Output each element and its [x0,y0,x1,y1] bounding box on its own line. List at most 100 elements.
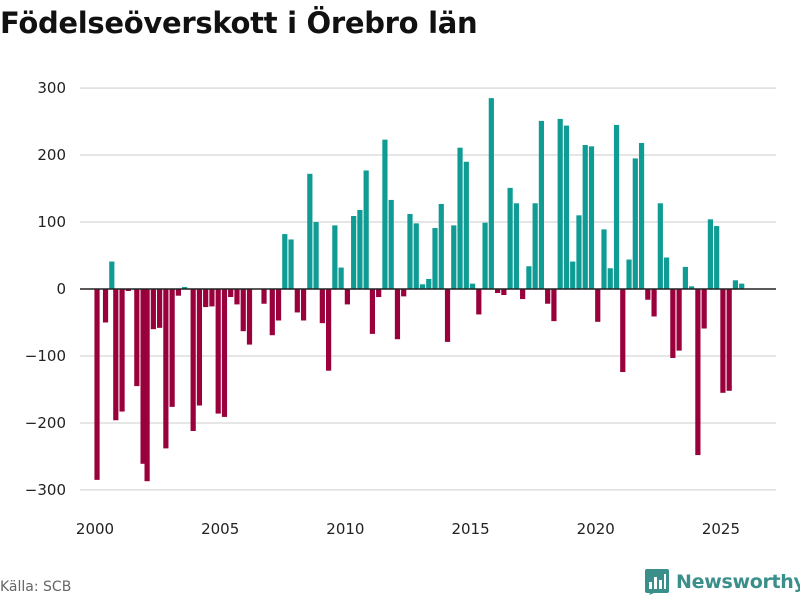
bar [645,289,651,300]
brand-name: Newsworthy [676,571,800,593]
bar [595,289,601,322]
bar [163,289,169,449]
bar [526,266,532,289]
bar [319,289,325,324]
brand-logo[interactable]: Newsworthy [645,569,800,595]
bar [394,289,401,340]
bar [275,289,282,321]
y-tick-label: −200 [25,414,66,432]
bar [532,203,538,289]
bar [720,289,726,393]
bar [739,283,745,289]
bar [313,222,319,289]
y-tick-label: 100 [37,213,66,231]
bar [140,289,146,464]
bar [432,228,438,289]
bar [601,229,607,289]
bar [401,289,407,297]
bar [545,289,551,304]
bar [588,146,595,289]
bar [714,226,720,289]
bar [376,289,382,298]
bar [638,143,645,289]
bar [632,158,638,289]
y-tick-label: 0 [56,280,66,298]
bar [513,203,519,289]
bar [326,289,332,371]
x-tick-label: 2000 [76,520,114,538]
bar [463,161,469,289]
bar [576,215,582,289]
bar [482,222,488,289]
newsworthy-chart-icon [645,569,669,595]
bar [726,289,732,391]
x-tick-label: 2010 [326,520,364,538]
bar [382,139,388,289]
bar [300,289,307,321]
bar [344,289,350,305]
bar [663,257,670,289]
bar [228,289,234,298]
bar [307,173,313,289]
bar [551,289,557,322]
bar [209,289,215,307]
bar [182,286,188,289]
bar [332,225,338,289]
bar [113,289,119,421]
bar [451,225,457,289]
bar [175,289,181,296]
bar [495,289,501,294]
bar [582,145,588,289]
bar [507,187,513,289]
bar [134,289,140,387]
bar [157,289,163,328]
bar [676,289,682,351]
bar [689,286,695,289]
bar [701,289,707,329]
bar [357,209,363,289]
chart-title: Födelseöverskott i Örebro län [0,6,478,40]
y-tick-label: 300 [37,79,66,97]
bar [282,234,288,289]
bar [246,289,253,345]
bar [670,289,676,358]
bar [419,284,426,289]
y-tick-label: −100 [25,347,66,365]
y-tick-label: 200 [37,146,66,164]
x-tick-label: 2025 [702,520,740,538]
bar [150,289,156,330]
bar [557,118,563,289]
bar [190,289,196,431]
bar [351,216,357,289]
bar [407,213,413,289]
bar [369,289,376,334]
bar [125,289,131,292]
bars [94,98,745,482]
bar [363,170,369,289]
bar [520,289,526,300]
y-axis-labels: −300 −200 −100 0 100 200 300 [25,79,66,499]
bar [657,203,663,289]
bar [620,289,626,373]
bar [488,98,494,290]
bar [707,219,714,289]
y-tick-label: −300 [25,481,66,499]
bar [102,289,109,323]
bar [732,280,739,289]
bar [221,289,228,417]
bar [501,289,507,296]
bar [413,223,419,289]
bar [269,289,275,336]
x-tick-label: 2020 [577,520,615,538]
bar [203,289,209,308]
bar [261,289,267,304]
bar [294,289,300,313]
bar [563,125,570,290]
bar [109,261,115,289]
bar [169,289,175,407]
bar [476,289,482,315]
bar [626,259,632,289]
source-note: Källa: SCB [0,579,72,595]
bar [234,289,240,305]
